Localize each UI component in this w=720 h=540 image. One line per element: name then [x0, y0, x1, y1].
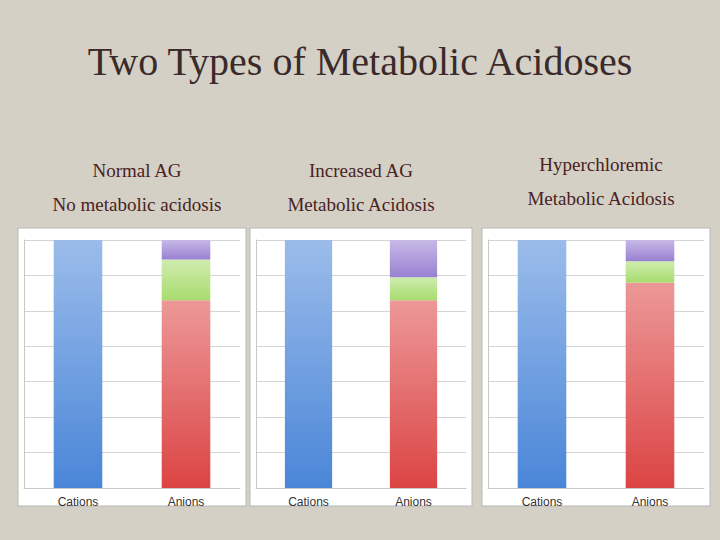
svg-text:Metabolic Acidosis: Metabolic Acidosis	[287, 194, 434, 215]
svg-text:Metabolic Acidosis: Metabolic Acidosis	[527, 188, 674, 209]
svg-text:Cations: Cations	[522, 495, 563, 509]
svg-text:Anions: Anions	[168, 495, 205, 509]
svg-text:Increased AG: Increased AG	[309, 160, 413, 181]
svg-text:Cations: Cations	[288, 495, 329, 509]
svg-text:Cations: Cations	[58, 495, 99, 509]
svg-text:Normal AG: Normal AG	[92, 160, 181, 181]
svg-text:No metabolic acidosis: No metabolic acidosis	[53, 194, 222, 215]
svg-text:Anions: Anions	[632, 495, 669, 509]
svg-text:Two Types of Metabolic Acidose: Two Types of Metabolic Acidoses	[88, 39, 633, 84]
svg-text:Anions: Anions	[395, 495, 432, 509]
svg-text:Hyperchloremic: Hyperchloremic	[539, 154, 662, 175]
